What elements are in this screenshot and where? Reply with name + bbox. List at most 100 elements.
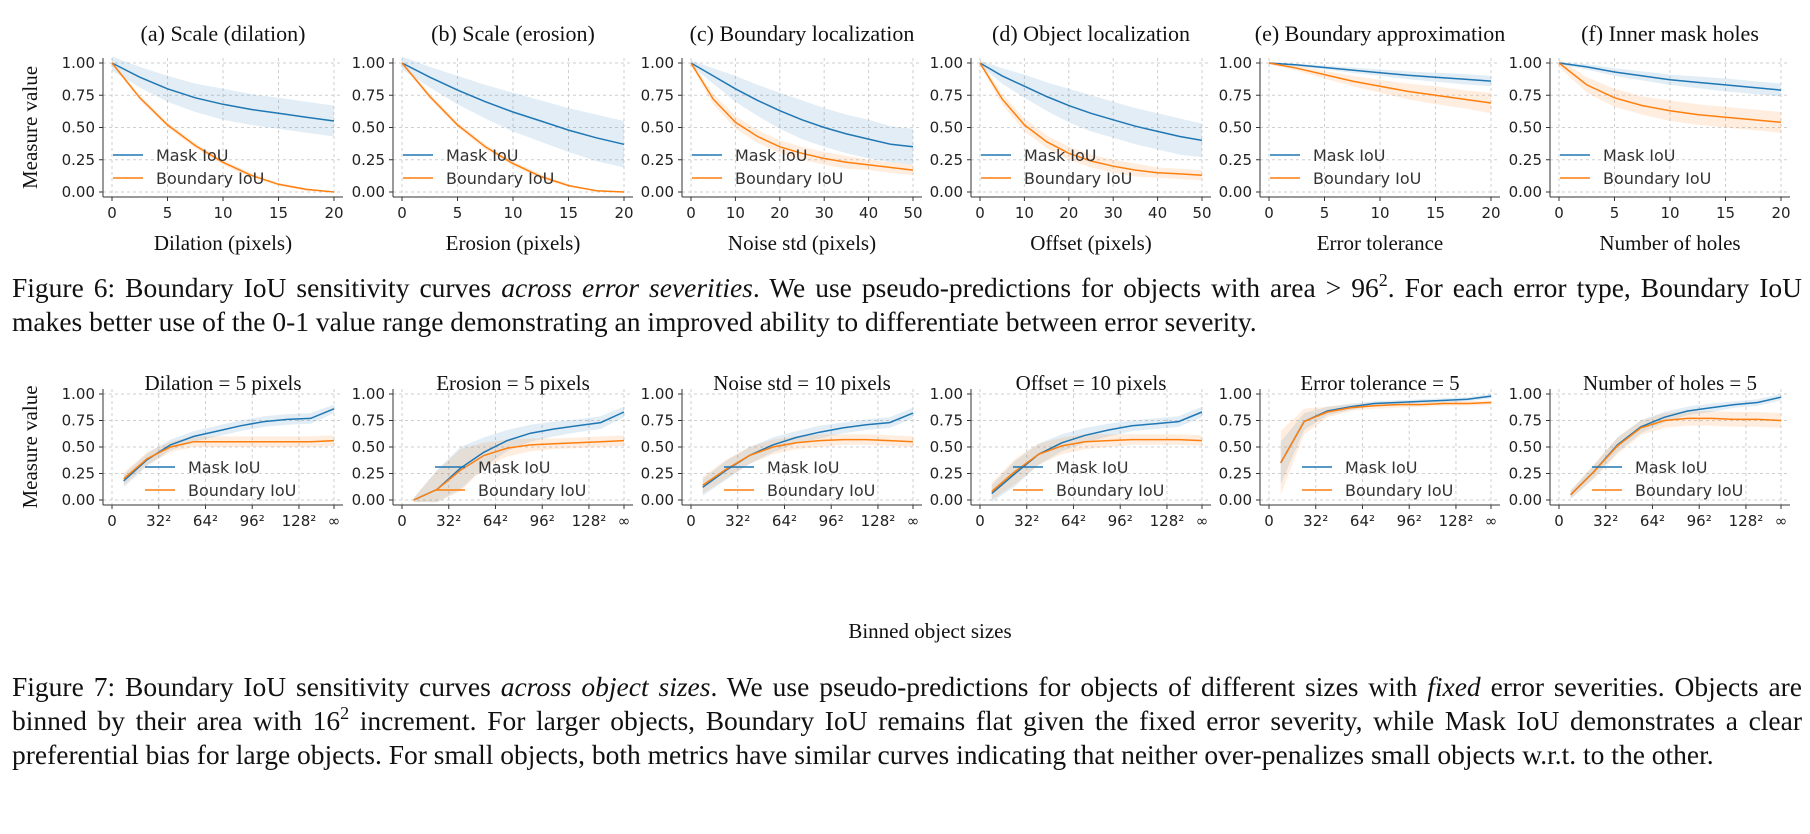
caption-emphasis: across object sizes	[500, 671, 711, 702]
confidence-band	[991, 406, 1202, 503]
y-tick-label: 0.75	[352, 412, 385, 430]
legend-label: Boundary IoU	[767, 481, 875, 500]
y-tick-label: 0.75	[1509, 86, 1542, 104]
x-tick-label: 32²	[146, 512, 171, 530]
x-tick-label: 32²	[436, 512, 461, 530]
chart-panel: 0.00 0.25 0.50 0.75 1.00 0 32² 64² 96² 128² ∞ Mask …	[352, 374, 633, 530]
legend-label: Boundary IoU	[1345, 481, 1453, 500]
x-tick-label: 128²	[861, 512, 896, 530]
y-tick-label: 0.75	[1509, 412, 1542, 430]
series-line-mask-iou	[991, 411, 1203, 495]
x-tick-label: 10	[726, 204, 745, 222]
y-tick-label: 1.00	[1219, 54, 1252, 72]
y-tick-label: 0.25	[1509, 465, 1542, 483]
x-tick-label: 30	[1104, 204, 1123, 222]
caption-text: increment. For larger objects, Boundary …	[12, 705, 1802, 770]
x-tick-label: 64²	[1640, 512, 1665, 530]
x-tick-label: 64²	[772, 512, 797, 530]
y-tick-label: 1.00	[62, 385, 95, 403]
confidence-band	[980, 60, 1202, 158]
x-tick-label: 0	[1554, 204, 1564, 222]
y-tick-label: 0.00	[1509, 491, 1542, 509]
x-tick-label: 0	[975, 512, 985, 530]
legend-label: Mask IoU	[735, 146, 808, 165]
x-tick-label: 96²	[240, 512, 265, 530]
y-tick-label: 0.00	[1219, 183, 1252, 201]
x-tick-label: 5	[1320, 204, 1330, 222]
y-tick-label: 0.25	[641, 465, 674, 483]
chart-title: (d) Object localization	[992, 21, 1190, 46]
x-tick-label: 20	[1481, 204, 1500, 222]
y-tick-label: 0.00	[641, 183, 674, 201]
chart-panel: 0.00 0.25 0.50 0.75 1.00 0 5 10 15 20 Mask IoU Boun…	[1509, 21, 1791, 255]
confidence-band	[1570, 394, 1781, 499]
y-tick-label: 0.75	[62, 86, 95, 104]
legend-label: Mask IoU	[767, 458, 840, 477]
shared-x-axis-label: Binned object sizes	[848, 619, 1011, 643]
y-tick-label: 0.00	[1219, 491, 1252, 509]
x-tick-label: 64²	[1061, 512, 1086, 530]
x-tick-label: 0	[1264, 512, 1274, 530]
y-axis-label: Measure value	[18, 385, 42, 508]
y-tick-label: 0.25	[1509, 151, 1542, 169]
series-line-boundary-iou	[1268, 62, 1492, 104]
y-tick-label: 0.00	[641, 491, 674, 509]
x-axis-label: Error tolerance	[1317, 231, 1444, 255]
x-tick-label: 64²	[483, 512, 508, 530]
y-axis-label: Measure value	[18, 66, 42, 189]
series-line-mask-iou	[401, 62, 625, 146]
legend-label: Mask IoU	[1635, 458, 1708, 477]
confidence-band	[402, 61, 624, 193]
caption-superscript: 2	[340, 703, 350, 723]
x-tick-label: 32²	[1014, 512, 1039, 530]
y-tick-label: 0.50	[62, 119, 95, 137]
figure-6-caption: Figure 6: Boundary IoU sensitivity curve…	[12, 271, 1802, 339]
x-tick-label: 0	[107, 204, 117, 222]
x-tick-label: 20	[614, 204, 633, 222]
figure-7-caption: Figure 7: Boundary IoU sensitivity curve…	[12, 670, 1802, 772]
y-tick-label: 0.25	[641, 151, 674, 169]
x-tick-label: 0	[107, 512, 117, 530]
chart-panel: 0.00 0.25 0.50 0.75 1.00 0 32² 64² 96² 128² ∞ Mask …	[1509, 374, 1790, 530]
y-tick-label: 0.00	[352, 491, 385, 509]
caption-text: . For each error type, Boundary IoU make…	[12, 272, 1802, 337]
legend-label: Mask IoU	[188, 458, 261, 477]
legend-label: Boundary IoU	[1056, 481, 1164, 500]
chart-panel: 0.00 0.25 0.50 0.75 1.00 0 32² 64² 96² 128² ∞ Mask …	[18, 374, 343, 530]
y-tick-label: 0.25	[62, 465, 95, 483]
y-tick-label: 0.75	[1219, 412, 1252, 430]
y-tick-label: 0.50	[641, 119, 674, 137]
x-tick-label: 96²	[819, 512, 844, 530]
y-tick-label: 0.25	[62, 151, 95, 169]
series-line-mask-iou	[1558, 62, 1782, 91]
chart-subtitle: Number of holes = 5	[1583, 374, 1757, 395]
series-line-boundary-iou	[1558, 62, 1782, 124]
caption-superscript: 2	[1378, 270, 1388, 290]
x-tick-label: 50	[1192, 204, 1211, 222]
y-tick-label: 0.25	[930, 151, 963, 169]
series-line-boundary-iou	[111, 62, 335, 193]
confidence-band	[702, 434, 913, 494]
chart-panel: 0.00 0.25 0.50 0.75 1.00 0 10 20 30 40 50 Mask IoU B…	[930, 21, 1212, 255]
series-line-mask-iou	[111, 62, 335, 122]
chart-subtitle: Offset = 10 pixels	[1016, 374, 1167, 395]
x-tick-label: 15	[1426, 204, 1445, 222]
series-line-boundary-iou	[1280, 401, 1492, 464]
x-tick-label: 64²	[1350, 512, 1375, 530]
x-tick-label: ∞	[1775, 512, 1788, 530]
x-tick-label: 15	[269, 204, 288, 222]
y-tick-label: 0.25	[1219, 465, 1252, 483]
y-tick-label: 0.50	[1509, 438, 1542, 456]
confidence-band	[112, 56, 334, 137]
legend-label: Boundary IoU	[478, 481, 586, 500]
y-tick-label: 0.25	[352, 151, 385, 169]
y-tick-label: 1.00	[930, 385, 963, 403]
x-tick-label: 128²	[1150, 512, 1185, 530]
x-tick-label: 96²	[1108, 512, 1133, 530]
chart-title: (c) Boundary localization	[690, 21, 915, 46]
chart-subtitle: Erosion = 5 pixels	[436, 374, 590, 395]
x-tick-label: ∞	[1196, 512, 1209, 530]
chart-panel: 0.00 0.25 0.50 0.75 1.00 0 5 10 15 20 Mask IoU Boun…	[352, 21, 634, 255]
series-line-boundary-iou	[1570, 417, 1782, 496]
x-axis-label: Offset (pixels)	[1030, 231, 1152, 255]
